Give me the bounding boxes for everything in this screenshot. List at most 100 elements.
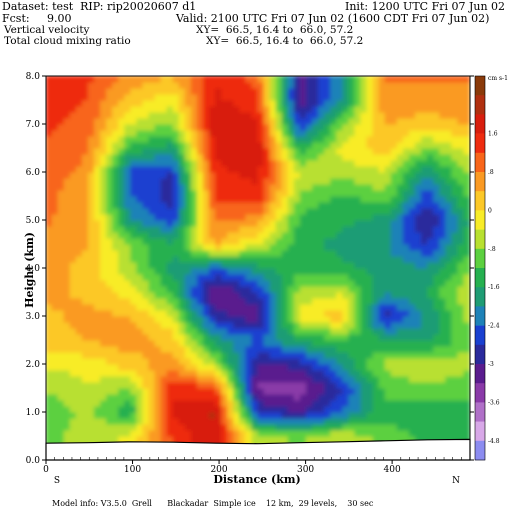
field-cell xyxy=(318,417,326,425)
field-cell xyxy=(378,399,386,407)
field-cell xyxy=(251,76,259,83)
field-cell xyxy=(318,405,326,413)
field-cell xyxy=(172,357,180,365)
field-cell xyxy=(112,243,120,251)
field2-name: Total cloud mixing ratio xyxy=(4,35,131,47)
field-cell xyxy=(142,249,150,257)
field-cell xyxy=(324,105,332,113)
field-cell xyxy=(172,141,180,149)
field-cell xyxy=(233,195,241,203)
field-cell xyxy=(81,333,89,341)
field-cell xyxy=(378,237,386,245)
field-cell xyxy=(190,345,198,353)
field-cell xyxy=(202,381,211,389)
field-cell xyxy=(408,315,416,323)
field-cell xyxy=(106,423,114,431)
field-cell xyxy=(239,219,247,227)
field-cell xyxy=(251,381,259,389)
field-cell xyxy=(287,285,295,293)
field-cell xyxy=(390,327,398,335)
field-cell xyxy=(100,393,108,401)
field-cell xyxy=(336,429,344,437)
field-cell xyxy=(299,363,307,371)
field-cell xyxy=(251,117,259,125)
field-cell xyxy=(269,76,277,83)
field-cell xyxy=(439,345,447,353)
field-cell xyxy=(269,285,277,293)
field-cell xyxy=(227,231,235,239)
field-cell xyxy=(451,177,459,185)
field-cell xyxy=(287,393,295,401)
field-cell xyxy=(196,201,204,209)
field-cell xyxy=(239,261,247,269)
field-cell xyxy=(463,261,470,269)
field-cell xyxy=(184,111,192,119)
field-cell xyxy=(263,213,271,221)
field-cell xyxy=(209,129,217,137)
field-cell xyxy=(184,411,192,419)
field-cell xyxy=(57,201,65,209)
field-cell xyxy=(75,261,83,269)
field-cell xyxy=(178,339,186,347)
field-cell xyxy=(190,207,198,215)
field-cell xyxy=(421,123,429,131)
field-cell xyxy=(221,147,229,155)
field-cell xyxy=(402,207,410,215)
field-cell xyxy=(330,405,338,413)
field-cell xyxy=(433,333,441,341)
field-cell xyxy=(293,93,301,101)
field-cell xyxy=(233,303,241,311)
field-cell xyxy=(202,291,211,299)
field-cell xyxy=(148,159,156,167)
field-cell xyxy=(106,117,114,125)
field-cell xyxy=(402,267,410,275)
field-cell xyxy=(118,423,126,431)
field-cell xyxy=(75,105,83,113)
field-cell xyxy=(408,309,416,317)
field-cell xyxy=(93,357,102,365)
field-cell xyxy=(215,249,223,257)
field-cell xyxy=(136,261,144,269)
field-cell xyxy=(287,339,295,347)
field-cell xyxy=(196,351,204,359)
field-cell xyxy=(63,381,71,389)
field-cell xyxy=(81,405,89,413)
field-cell xyxy=(312,207,320,215)
field-cell xyxy=(457,273,465,281)
field-cell xyxy=(354,195,362,203)
field-cell xyxy=(190,141,198,149)
field-cell xyxy=(287,87,295,95)
field-cell xyxy=(160,87,168,95)
field-cell xyxy=(245,315,253,323)
field-cell xyxy=(251,285,259,293)
field-cell xyxy=(190,219,198,227)
field-cell xyxy=(299,273,307,281)
field-cell xyxy=(427,153,435,161)
field-cell xyxy=(245,153,253,161)
field-cell xyxy=(336,285,344,293)
field-cell xyxy=(427,333,435,341)
field-cell xyxy=(457,81,465,89)
field-cell xyxy=(312,411,320,419)
field-cell xyxy=(245,351,253,359)
field-cell xyxy=(57,189,65,197)
field-cell xyxy=(154,291,162,299)
field-cell xyxy=(196,381,204,389)
field-cell xyxy=(433,297,441,305)
field-cell xyxy=(178,381,186,389)
field-cell xyxy=(118,279,126,287)
field-cell xyxy=(196,429,204,437)
field-cell xyxy=(227,76,235,83)
field-cell xyxy=(184,369,192,377)
field-cell xyxy=(87,147,95,155)
field-cell xyxy=(366,243,374,251)
field-cell xyxy=(184,399,192,407)
field-cell xyxy=(166,297,174,305)
field-cell xyxy=(257,171,265,179)
field-cell xyxy=(112,369,120,377)
field-cell xyxy=(263,267,271,275)
field-cell xyxy=(330,333,338,341)
field-cell xyxy=(51,411,59,419)
field-cell xyxy=(463,243,470,251)
field-cell xyxy=(57,369,65,377)
